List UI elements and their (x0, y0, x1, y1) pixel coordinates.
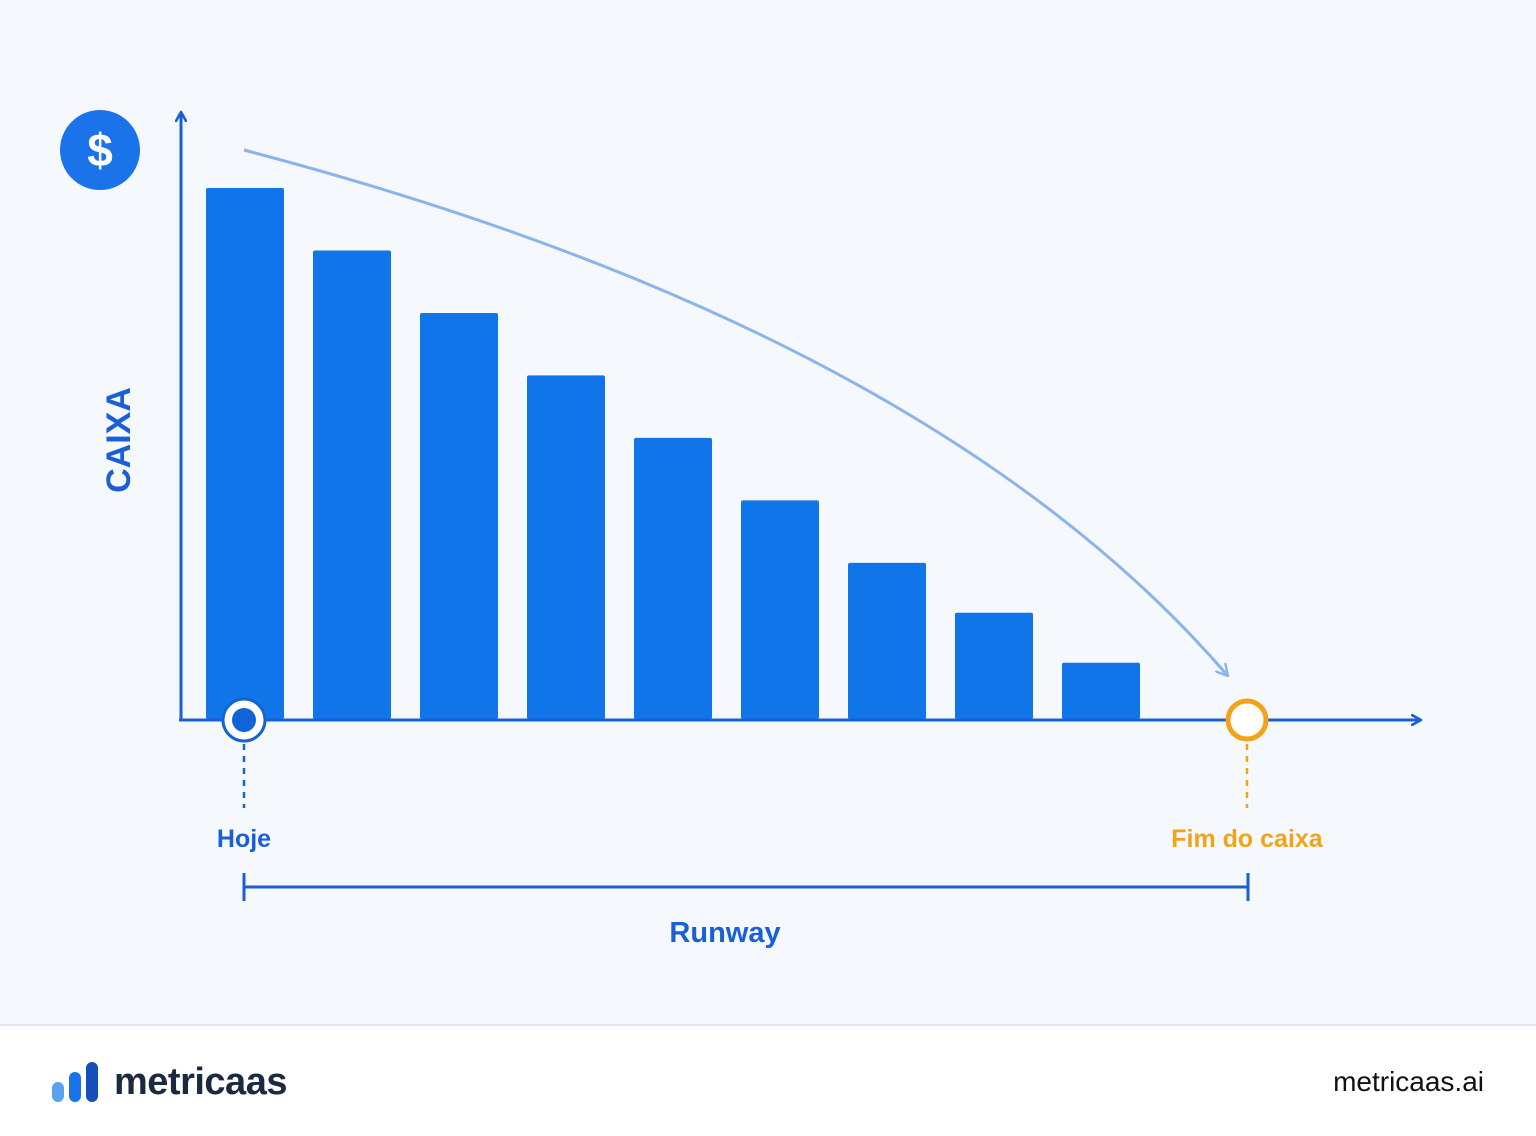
svg-text:$: $ (87, 124, 113, 176)
bar-2 (313, 250, 391, 719)
bar-9 (1062, 662, 1140, 719)
trend-arrow (243, 148, 1228, 676)
dollar-icon: $ (60, 110, 140, 190)
bar-6 (741, 500, 819, 719)
bar-7 (848, 562, 926, 719)
site-url[interactable]: metricaas.ai (1333, 1066, 1484, 1097)
start-marker-label: Hoje (217, 825, 271, 853)
brand-name: metricaas (114, 1060, 287, 1103)
logo-bars-icon (52, 1062, 98, 1102)
footer: metricaas metricaas.ai (0, 1024, 1536, 1136)
runway-bracket (242, 873, 1250, 901)
end-marker-label: Fim do caixa (1171, 825, 1324, 853)
bar-8 (955, 612, 1033, 719)
runway-label: Runway (669, 917, 780, 949)
bar-1 (206, 188, 284, 719)
brand[interactable]: metricaas (52, 1060, 287, 1104)
start-marker (221, 697, 267, 808)
chart-area: $ CAIXA Hoje Fim do caixa Runwa (60, 110, 1536, 949)
end-marker (1225, 698, 1269, 808)
bar-4 (527, 375, 605, 719)
runway-chart: $ CAIXA Hoje Fim do caixa Runwa (60, 110, 1536, 949)
y-axis-label: CAIXA (100, 387, 138, 493)
bar-3 (420, 312, 498, 719)
bar-5 (634, 437, 712, 719)
bars-group (206, 188, 1140, 719)
